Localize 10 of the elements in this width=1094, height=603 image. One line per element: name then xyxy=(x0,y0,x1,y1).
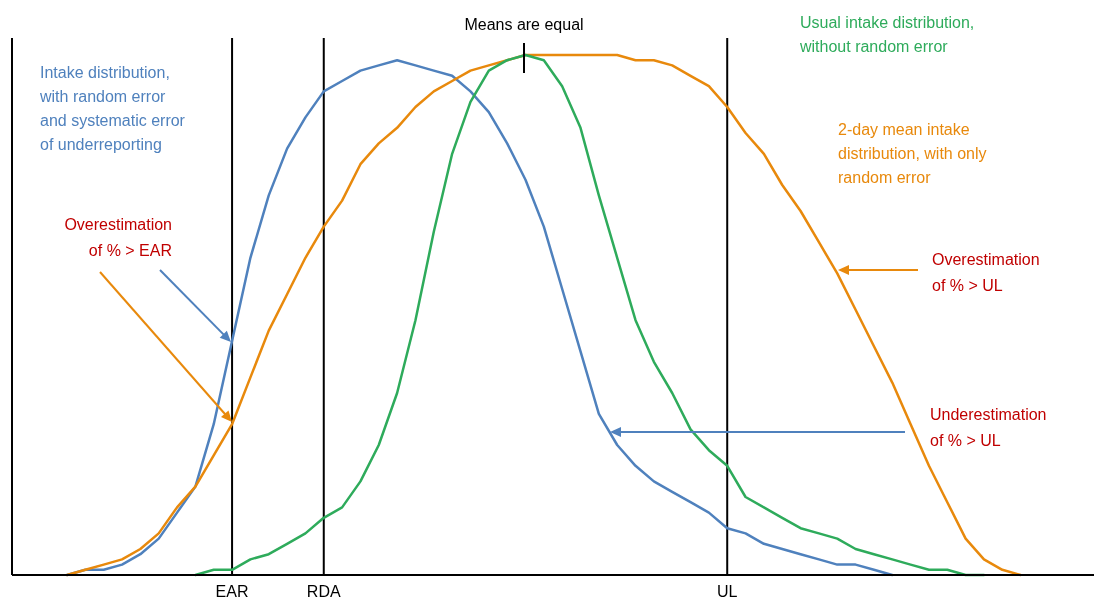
text: Usual intake distribution, without random error xyxy=(799,14,975,55)
text: 2-day mean intake distribution, with only random error xyxy=(838,121,987,186)
annotation: Overestimation of % > UL xyxy=(932,251,1040,294)
annotation: Overestimation of % > EAR xyxy=(64,216,172,259)
x-tick-label: RDA xyxy=(306,583,341,600)
text: Intake distribution, with random error and systematic error of underreporting xyxy=(39,64,186,153)
annotation: Underestimation of % > UL xyxy=(930,406,1047,449)
x-tick-label: UL xyxy=(716,583,738,600)
x-tick-label: EAR xyxy=(215,583,249,600)
text: Means are equal xyxy=(464,16,584,33)
